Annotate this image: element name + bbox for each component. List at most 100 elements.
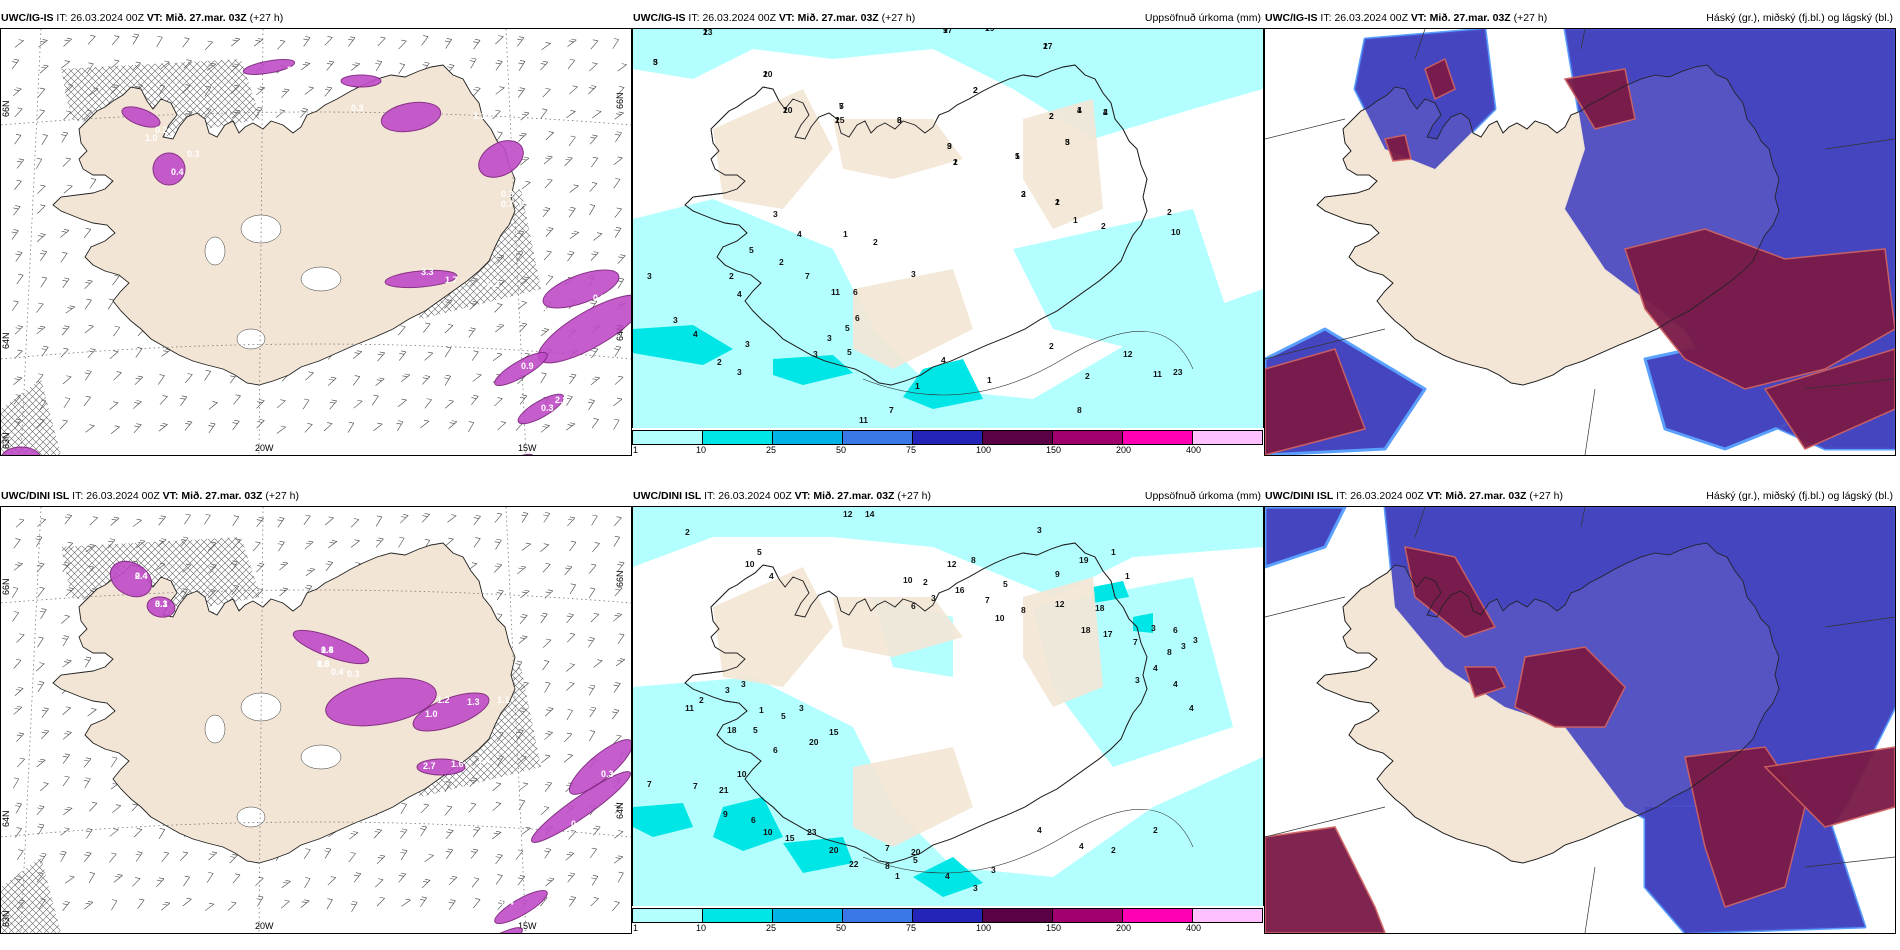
colorbar-swatch [1192, 908, 1263, 923]
precip-label-value: 6 [853, 287, 858, 297]
lat-label: 66N [1, 578, 11, 595]
panel-header: UWC/IG-IS IT: 26.03.2024 00Z VT: Mið. 27… [1, 11, 629, 25]
precip-label-value: 2 [973, 85, 978, 95]
precip-label-value: 4 [693, 329, 698, 339]
precip-label-value: 5 [839, 101, 844, 111]
precip-label-value: 7 [805, 271, 810, 281]
precip-label-value: 5 [845, 323, 850, 333]
convective-label: 2.10.30.21.00.40.31.10.30.50.71.50.30.30… [145, 65, 606, 413]
precip-label-value: 4 [941, 355, 946, 365]
precip-label-value: 19 [985, 29, 995, 33]
precip-label-value: 10 [1171, 227, 1181, 237]
panel-header: UWC/DINI ISL IT: 26.03.2024 00Z VT: Mið.… [1265, 489, 1893, 503]
it-label: IT: [56, 12, 68, 24]
precip-label-value: 2 [729, 271, 734, 281]
convective-label-value: 2.7 [423, 761, 436, 771]
precip-label-value: 7 [985, 29, 990, 33]
lead-time: (+27 h) [249, 12, 284, 24]
precip-label-value: 23 [1173, 367, 1183, 377]
colorbar-swatch [1052, 908, 1123, 923]
precip-label-value: 11 [859, 415, 868, 425]
map-frame [1264, 28, 1896, 456]
valid-time: Mið. 27.mar. 03Z [181, 490, 263, 502]
lat-label: 64N [1, 810, 11, 827]
precip-colorbar: 1 10 25 50 75 100 150 200 400 [632, 906, 1264, 934]
field-title: Háský (gr.), miðský (fj.bl.) og lágský (… [1706, 490, 1893, 502]
precip-label-value: 6 [855, 313, 860, 323]
precip-label-value: 10 [783, 105, 793, 115]
vt-label: VT: [794, 490, 811, 502]
it-label: IT: [704, 490, 716, 502]
precip-label-value: 1 [1055, 197, 1060, 207]
colorbar-swatch [842, 908, 913, 923]
panel-header: UWC/IG-IS IT: 26.03.2024 00Z VT: Mið. 27… [633, 11, 1261, 25]
convective-label-value: 0.3 [347, 669, 360, 679]
wind-map: 20W 15W66N64N63N66N64N2.10.30.21.00.40.31… [1, 29, 631, 455]
precip-label-value: 10 [903, 575, 913, 585]
precip-label-value: 3 [911, 269, 916, 279]
lon-label: 20W [255, 443, 274, 453]
precip-label-value: 18 [727, 725, 737, 735]
precip-label-value: 7 [1133, 637, 1138, 647]
convective-label-value: 1.7 [445, 275, 458, 285]
convective-label-value: 0.4 [135, 571, 148, 581]
precip-label-value: 3 [1135, 675, 1140, 685]
convective-cells [1, 59, 631, 455]
precip-label-value: 8 [1077, 405, 1082, 415]
precip-label-value: 2 [1085, 371, 1090, 381]
convective-label-value: 3.3 [421, 267, 434, 277]
precip-label-value: 2 [973, 85, 978, 95]
colorbar-tick: 50 [836, 445, 847, 455]
precip-label-value: 12 [947, 559, 957, 569]
precip-label: 2975101521323252425311221034123652247116… [647, 29, 1183, 425]
panel-row1-clouds: UWC/IG-IS IT: 26.03.2024 00Z VT: Mið. 27… [1264, 8, 1896, 456]
lat-label: 66N [615, 570, 625, 587]
precip-label-value: 3 [725, 685, 730, 695]
convective-label-value: 0.8 [533, 793, 546, 803]
precip-label-value: 4 [737, 289, 742, 299]
precip-label-value: 3 [773, 209, 778, 219]
precip-label-value: 23 [807, 827, 817, 837]
cloud-map [1265, 29, 1895, 455]
precip-label-value: 5 [753, 725, 758, 735]
precip-label-value: 7 [889, 405, 894, 415]
lat-label: 64N [615, 802, 625, 819]
colorbar-tick: 10 [696, 445, 707, 455]
precip-label-value: 3 [737, 367, 742, 377]
colorbar-swatch [912, 430, 983, 445]
field-title: Háský (gr.), miðský (fj.bl.) og lágský (… [1706, 12, 1893, 24]
precip-label-value: 3 [647, 271, 652, 281]
colorbar-tick: 150 [1046, 445, 1062, 455]
precip-label-value: 1 [1125, 571, 1130, 581]
cloud-map [1265, 507, 1895, 933]
precip-label-value: 3 [673, 315, 678, 325]
valid-time: Mið. 27.mar. 03Z [1429, 12, 1511, 24]
convective-label-value: 0.3 [593, 293, 606, 303]
colorbar-tick: 200 [1116, 445, 1132, 455]
graticule [1265, 29, 1895, 455]
precip-label-value: 2 [1103, 107, 1108, 117]
convective-label-value: 0.9 [521, 361, 534, 371]
graticule [1265, 507, 1895, 933]
precip-label-value: 6 [1173, 625, 1178, 635]
colorbar-tick: 150 [1046, 923, 1062, 933]
it-label: IT: [688, 12, 700, 24]
convective-label-value: 0.3 [187, 149, 200, 159]
glaciers [204, 214, 342, 350]
convective-label-value: 1.1 [473, 111, 486, 121]
model-name: UWC/DINI ISL [1265, 490, 1334, 502]
graticule: 20W 15W 66N 64N 63N 66N 64N [1, 29, 631, 455]
convective-label-value: 0.7 [501, 199, 514, 209]
convective-label-value: 0.3 [351, 103, 364, 113]
precip-label-value: 2 [1111, 845, 1116, 855]
convective-label-value: 0.3 [501, 189, 514, 199]
precip-label-value: 20 [911, 847, 921, 857]
precip-label-value: 3 [813, 349, 818, 359]
precip-label-value: 1 [1111, 547, 1116, 557]
panel-header: UWC/IG-IS IT: 26.03.2024 00Z VT: Mið. 27… [1265, 11, 1893, 25]
precip-label-value: 1 [843, 229, 848, 239]
high-cloud [1265, 57, 1895, 455]
precip-colorbar: 1 10 25 50 75 100 150 200 400 [632, 428, 1264, 456]
precip-label-value: 3 [947, 141, 952, 151]
